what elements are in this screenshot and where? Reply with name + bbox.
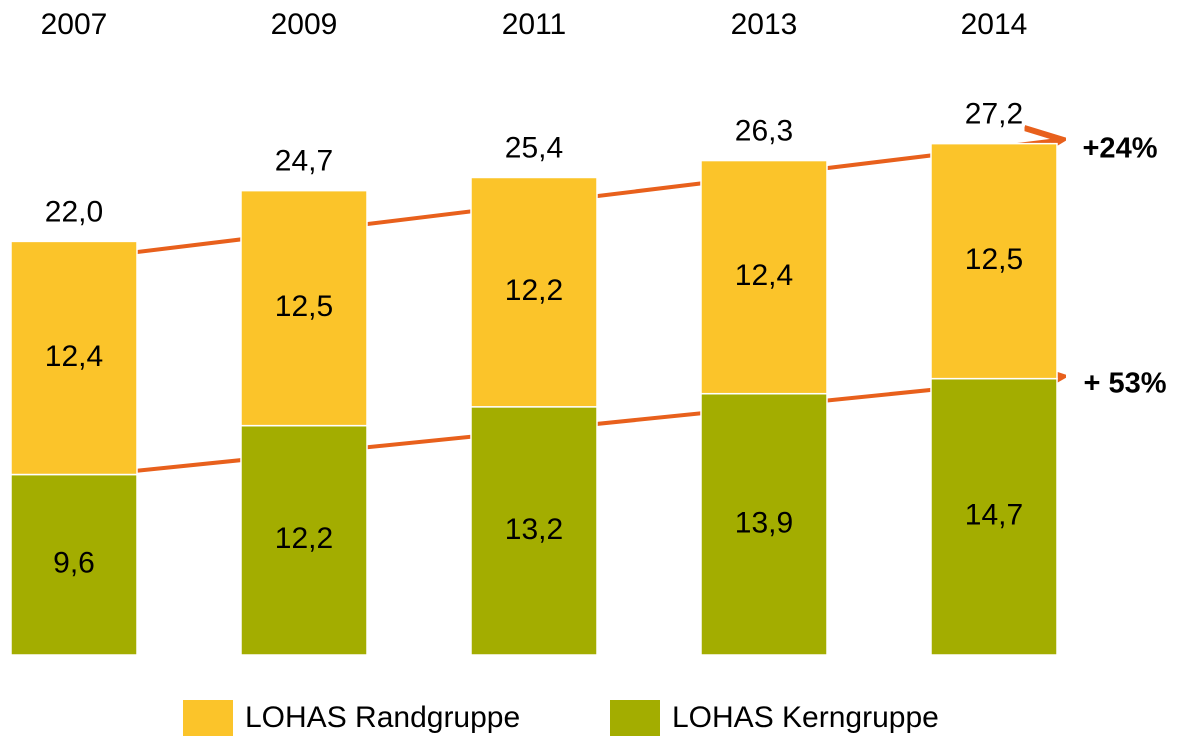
x-tick-label: 2013	[731, 8, 798, 41]
bar-segment	[700, 392, 828, 656]
x-tick-label: 2009	[271, 8, 338, 41]
annotation: + 53%	[1083, 368, 1166, 400]
data-label: 9,6	[53, 547, 95, 580]
bar-segment	[700, 159, 828, 395]
total-label: 24,7	[275, 145, 333, 178]
bar-segment	[240, 424, 368, 656]
total-label: 27,2	[965, 98, 1023, 131]
bar-segment	[470, 406, 598, 656]
bar-segment	[470, 176, 598, 408]
bar-segment	[930, 142, 1058, 380]
bar-segment	[10, 240, 138, 476]
data-label: 12,2	[505, 274, 563, 307]
total-label: 26,3	[735, 114, 793, 147]
bar-segment	[10, 473, 138, 656]
legend-label: LOHAS Kerngruppe	[672, 701, 939, 734]
data-label: 13,9	[735, 506, 793, 539]
annotation: +24%	[1083, 133, 1158, 165]
data-label: 12,2	[275, 522, 333, 555]
legend-swatch	[610, 700, 660, 736]
data-label: 12,5	[275, 290, 333, 323]
bar-segment	[930, 377, 1058, 656]
data-label: 12,4	[735, 259, 793, 292]
data-label: 14,7	[965, 499, 1023, 532]
total-label: 22,0	[45, 195, 103, 228]
legend-label: LOHAS Randgruppe	[245, 701, 520, 734]
total-label: 25,4	[505, 131, 563, 164]
legend-swatch	[183, 700, 233, 736]
x-tick-label: 2014	[961, 8, 1028, 41]
bar-segment	[240, 189, 368, 427]
data-label: 12,4	[45, 340, 103, 373]
x-tick-label: 2011	[502, 8, 567, 41]
x-tick-label: 2007	[41, 8, 108, 41]
data-label: 13,2	[505, 513, 563, 546]
data-label: 12,5	[965, 243, 1023, 276]
